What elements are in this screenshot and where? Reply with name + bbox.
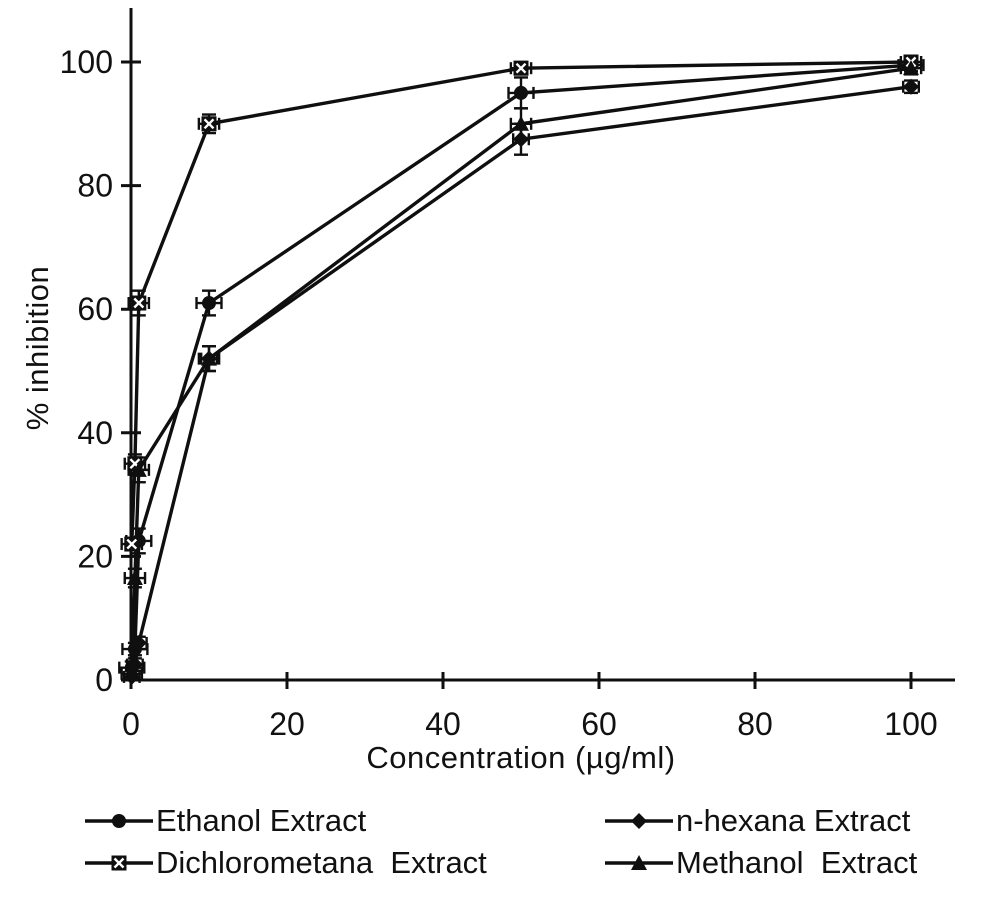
legend-swatch (605, 813, 673, 829)
legend-item-circle: Ethanol Extract (84, 800, 604, 842)
x-tick-label: 20 (269, 706, 305, 742)
triangle-marker-icon (631, 855, 647, 870)
legend-swatch (85, 855, 153, 871)
y-tick-label: 100 (60, 44, 113, 80)
series-line-3 (130, 66, 912, 674)
legend-label: Ethanol Extract (156, 803, 367, 838)
square-x-marker-icon (129, 458, 141, 470)
diamond-marker-icon (513, 131, 529, 148)
square-x-marker-icon (203, 118, 215, 130)
triangle-marker-icon (513, 115, 529, 131)
y-tick-label: 0 (95, 662, 113, 698)
triangle-marker-icon (123, 665, 140, 681)
legend-item-square-x: Dichlorometana Extract (84, 842, 604, 884)
x-tick-label: 100 (884, 706, 937, 742)
diamond-marker-icon (130, 634, 147, 651)
legend-label: Dichlorometana Extract (156, 845, 487, 880)
x-tick-label: 0 (122, 706, 140, 742)
legend-row: Ethanol Extract n-hexana Extract (0, 800, 1004, 842)
diamond-marker-icon (631, 813, 647, 829)
circle-marker-icon (514, 85, 528, 100)
y-tick-label: 60 (77, 291, 113, 327)
legend-label: Methanol Extract (676, 845, 918, 880)
series-line-1 (130, 85, 912, 678)
triangle-marker-icon (903, 60, 919, 76)
diamond-marker-icon (903, 78, 919, 95)
y-tick-label: 80 (77, 168, 113, 204)
legend-item-diamond: n-hexana Extract (604, 800, 910, 842)
circle-marker-icon (112, 814, 126, 828)
square-x-marker-icon (113, 857, 125, 869)
x-tick-label: 40 (425, 706, 461, 742)
diamond-marker-icon (126, 656, 143, 673)
y-tick-label: 40 (77, 415, 113, 451)
legend-swatch (85, 814, 153, 828)
square-x-marker-icon (515, 62, 527, 74)
triangle-marker-icon (126, 570, 143, 586)
triangle-marker-icon (201, 350, 217, 366)
legend-item-triangle: Methanol Extract (604, 842, 917, 884)
legend: Ethanol Extract n-hexana Extract Dichlorom… (0, 800, 1004, 884)
legend-row: Dichlorometana Extract Methanol Extract (0, 842, 1004, 884)
circle-marker-icon (202, 296, 216, 311)
x-tick-label: 60 (581, 706, 617, 742)
y-tick-label: 20 (77, 538, 113, 574)
square-x-marker-icon (126, 538, 138, 550)
legend-swatch (605, 855, 673, 870)
series-line-2 (130, 60, 912, 545)
square-x-marker-icon (133, 297, 145, 309)
x-tick-label: 80 (737, 706, 773, 742)
x-axis-title: Concentration (µg/ml) (366, 740, 676, 775)
y-axis-title: % inhibition (20, 265, 55, 431)
legend-label: n-hexana Extract (676, 803, 911, 838)
triangle-marker-icon (130, 461, 147, 477)
